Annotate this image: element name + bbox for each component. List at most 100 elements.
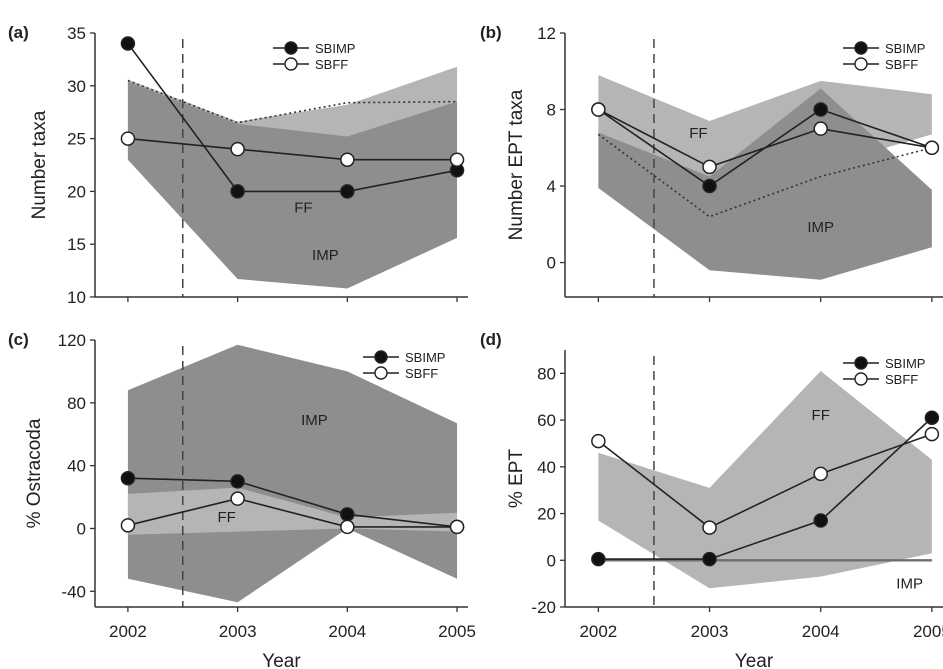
panel-c: IMP FF -40 0 40 80 120 2002 2003 2004 2005 % Ostrac… [8, 330, 476, 669]
legend-marker-sbff [284, 57, 298, 71]
y-tick-label: 40 [537, 458, 556, 477]
legend-label-sbff: SBFF [405, 366, 438, 381]
region-label-imp: IMP [896, 575, 923, 592]
series-line-sbimp [598, 417, 933, 560]
legend-marker-sbff [854, 57, 868, 71]
data-point-sbimp [120, 36, 136, 51]
data-point-sbimp [702, 178, 717, 194]
band-ff [127, 487, 458, 535]
data-point-sbff [924, 426, 940, 442]
data-point-sbimp [230, 184, 245, 199]
data-point-sbimp [340, 184, 355, 199]
x-tick-label: 2004 [328, 622, 366, 641]
data-point-sbff [230, 141, 245, 157]
y-tick-label: -20 [531, 598, 556, 617]
data-point-sbimp [230, 474, 245, 489]
data-point-sbff [340, 152, 355, 167]
y-tick-label: 80 [537, 364, 556, 383]
y-axis-label: Number EPT taxa [506, 89, 527, 240]
y-tick-label: 30 [67, 77, 86, 96]
band-imp [598, 88, 932, 280]
data-point-sbimp [340, 507, 355, 522]
series-line-sbff [597, 108, 933, 168]
legend-label-sbff: SBFF [315, 57, 348, 72]
series-line-sbff [597, 433, 933, 529]
series-line-sbff [127, 497, 458, 528]
series-line-sbimp [127, 43, 458, 193]
plot-area [597, 75, 933, 280]
data-point-sbimp [813, 513, 828, 528]
y-tick-label: 35 [67, 24, 86, 43]
region-label-ff: FF [217, 509, 235, 526]
plot-area [127, 66, 458, 289]
data-point-sbff [924, 140, 940, 156]
x-tick-label: 2005 [913, 622, 943, 641]
region-label-ff: FF [294, 200, 312, 217]
region-label-imp: IMP [312, 247, 339, 264]
y-tick-label: 8 [547, 101, 556, 120]
y-tick-label: 10 [67, 288, 86, 307]
legend-label-sbimp: SBIMP [405, 350, 445, 365]
y-axis-label: % EPT [506, 449, 527, 509]
data-point-sbimp [702, 551, 717, 567]
plot-area [127, 344, 458, 603]
y-tick-label: 15 [67, 235, 86, 254]
data-point-sbff [120, 518, 136, 533]
data-point-sbff [813, 121, 828, 136]
x-axis-label: Year [262, 651, 301, 669]
y-tick-label: 60 [537, 411, 556, 430]
panel-label: (d) [480, 330, 502, 349]
legend-label-sbff: SBFF [885, 57, 918, 72]
region-label-imp: IMP [301, 412, 328, 429]
y-axis-label: Number taxa [29, 110, 50, 219]
y-tick-label: 80 [67, 394, 86, 413]
legend-marker-sbff [854, 372, 868, 386]
y-tick-label: 0 [77, 519, 86, 538]
legend-marker-sbimp [284, 41, 298, 55]
x-tick-label: 2003 [691, 622, 729, 641]
y-tick-label: 12 [537, 24, 556, 43]
data-point-sbff [449, 519, 465, 535]
data-point-sbff [340, 519, 355, 535]
band-imp [127, 344, 458, 603]
y-tick-label: 20 [537, 505, 556, 524]
data-point-sbff [591, 102, 606, 117]
data-point-sbimp [924, 410, 940, 426]
legend-label-sbimp: SBIMP [885, 356, 925, 371]
x-tick-label: 2002 [579, 622, 617, 641]
region-label-ff: FF [689, 125, 707, 142]
x-axis-label: Year [735, 651, 774, 669]
data-point-sbff [449, 152, 465, 167]
y-tick-label: 4 [547, 177, 556, 196]
y-tick-label: -40 [61, 582, 86, 601]
y-tick-label: 20 [67, 182, 86, 201]
panel-label: (a) [8, 23, 29, 42]
y-tick-label: 0 [547, 551, 556, 570]
legend-marker-sbimp [854, 356, 868, 370]
data-point-sbff [702, 520, 717, 535]
data-point-sbimp [591, 551, 606, 567]
panel-label: (b) [480, 23, 502, 42]
y-tick-label: 120 [58, 331, 86, 350]
data-point-sbff [120, 131, 136, 146]
region-label-imp: IMP [807, 219, 834, 236]
series-line-sbimp [127, 477, 458, 528]
y-tick-label: 0 [547, 254, 556, 273]
legend-label-sbimp: SBIMP [315, 41, 355, 56]
legend-marker-sbff [374, 366, 388, 380]
data-point-sbimp [813, 102, 828, 117]
data-point-sbff [230, 491, 245, 506]
panel-label: (c) [8, 330, 29, 349]
data-point-sbff [813, 466, 828, 482]
y-axis-label: % Ostracoda [24, 418, 45, 528]
y-tick-label: 25 [67, 130, 86, 149]
x-tick-label: 2004 [802, 622, 840, 641]
series-line-sbff [127, 137, 458, 161]
